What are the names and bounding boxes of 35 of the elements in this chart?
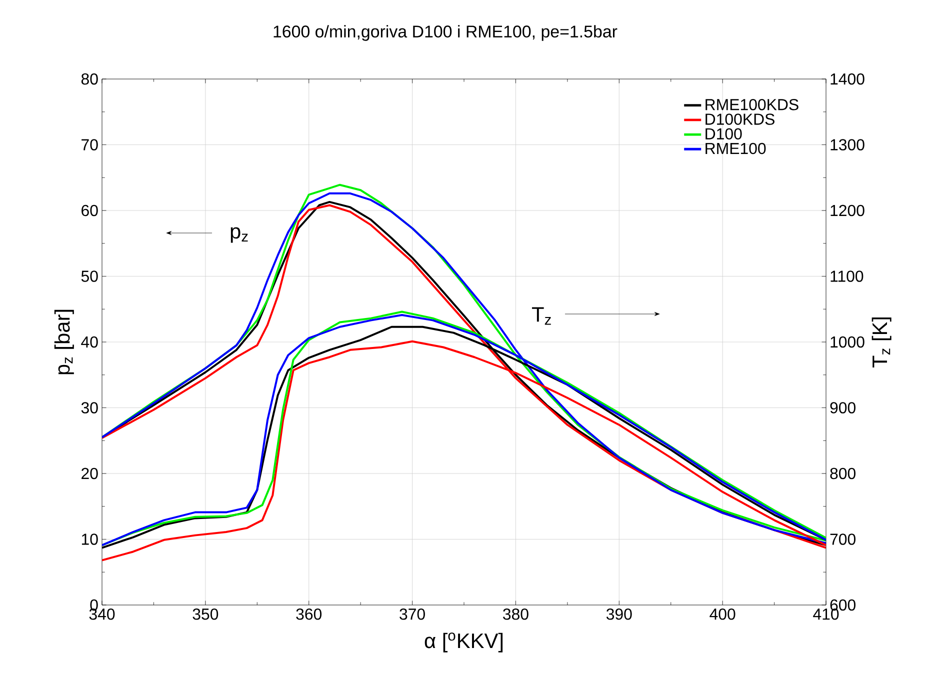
annotation: T$_{z}$ — [532, 307, 551, 325]
y2-tick-label: 900 — [830, 402, 856, 414]
legend-label: D100 — [706, 128, 742, 140]
y-tick-label: 60 — [82, 204, 98, 216]
x-tick-label: 390 — [606, 608, 632, 620]
x-tick-label: 360 — [296, 608, 322, 620]
x-tick-label: 340 — [89, 608, 115, 620]
y2-tick-label: 700 — [830, 534, 856, 545]
y-tick-label: 70 — [82, 139, 98, 150]
y2-tick-label: 1200 — [830, 204, 864, 216]
y2-tick-label: 1000 — [830, 336, 864, 348]
legend-label: RME100 — [706, 142, 766, 154]
x-axis-title: α [$^{o}$KKV] — [424, 632, 503, 652]
y-tick-label: 80 — [81, 73, 98, 85]
y-tick-label: 40 — [81, 336, 98, 348]
y-tick-label: 50 — [81, 270, 98, 282]
annotation: p$_{z}$ — [230, 227, 248, 243]
x-tick-label: 410 — [813, 608, 839, 620]
y-axis-title: p$_{z}$ [bar] — [54, 310, 74, 374]
chart-title: 1600 o/min,goriva D100 i RME100, pe=1.5bar — [274, 25, 618, 41]
y-tick-label: 10 — [82, 534, 98, 545]
x-tick-label: 400 — [710, 608, 736, 620]
y-tick-label: 30 — [81, 402, 98, 414]
x-tick-label: 350 — [192, 608, 218, 620]
y2-tick-label: 1300 — [830, 139, 864, 150]
y2-axis-title: T$_{z}$ [K] — [872, 317, 892, 368]
y-tick-label: 20 — [82, 468, 98, 480]
legend-label: D100KDS — [706, 114, 774, 125]
y2-tick-label: 600 — [830, 599, 856, 611]
x-tick-label: 380 — [503, 608, 528, 620]
y2-tick-label: 1400 — [830, 73, 864, 85]
x-tick-label: 370 — [400, 608, 425, 620]
legend-label: RME100KDS — [706, 98, 798, 110]
y2-tick-label: 1100 — [830, 270, 864, 282]
y2-tick-label: 800 — [830, 468, 856, 480]
